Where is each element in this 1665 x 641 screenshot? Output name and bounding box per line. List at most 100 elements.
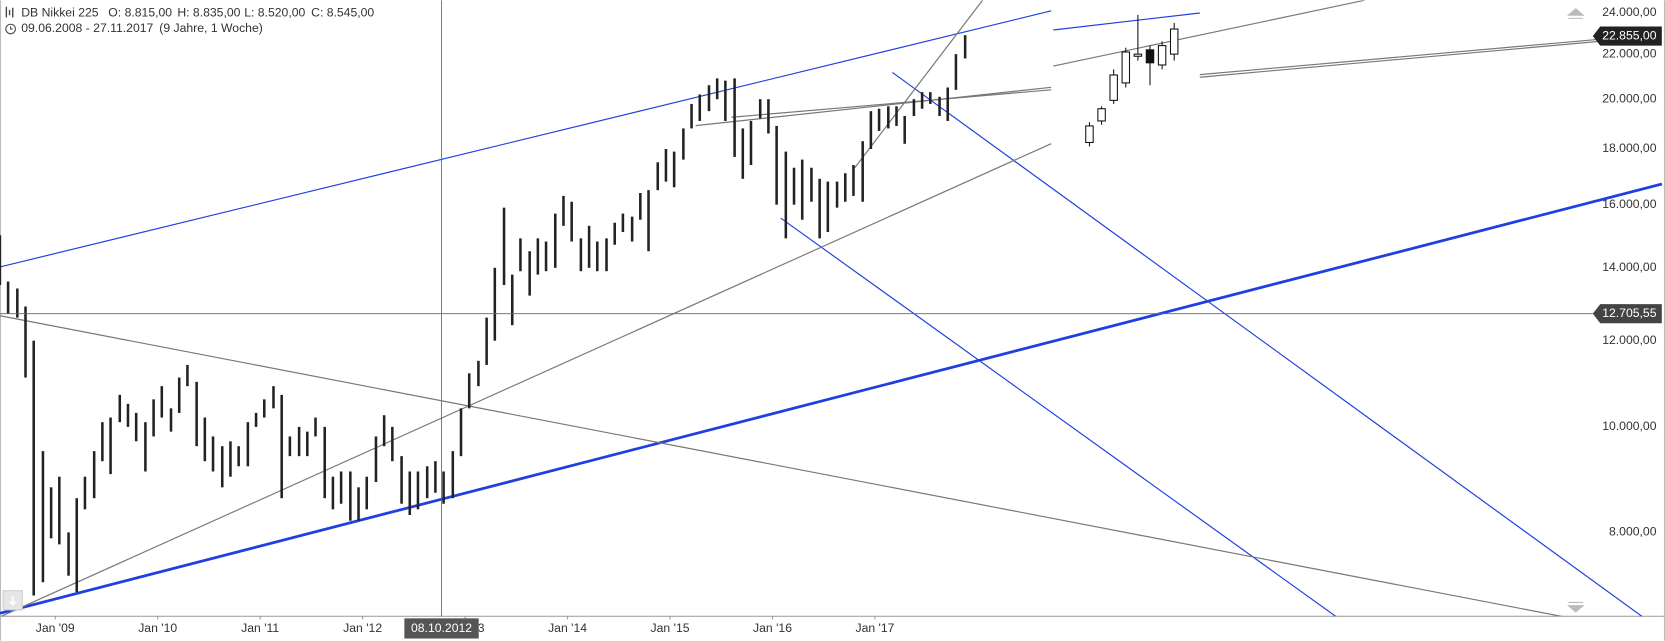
- price-bar: [75, 498, 79, 593]
- price-bar: [758, 99, 762, 119]
- price-bar: [169, 408, 173, 432]
- candle-body: [1169, 28, 1179, 55]
- trend-line: [1053, 12, 1200, 31]
- chart-icon: [5, 6, 14, 18]
- price-bar: [852, 165, 855, 196]
- price-bar: [416, 471, 420, 510]
- trend-line: [0, 182, 1663, 615]
- trend-line: [1199, 35, 1657, 78]
- price-bar: [32, 340, 35, 596]
- candle-body: [1121, 51, 1131, 84]
- x-tick-label: Jan '09: [36, 621, 75, 635]
- price-bar: [109, 417, 112, 475]
- trend-line: [1053, 0, 1365, 67]
- price-bar: [272, 386, 275, 409]
- price-bar: [126, 403, 130, 427]
- candle-body: [1109, 74, 1118, 101]
- price-bar: [749, 120, 753, 166]
- price-bar: [800, 159, 804, 220]
- price-bar: [477, 360, 480, 387]
- price-bar: [391, 426, 394, 462]
- price-bar: [237, 446, 240, 467]
- price-bar: [698, 94, 702, 121]
- price-bar: [400, 456, 403, 504]
- price-bar: [485, 317, 488, 365]
- price-bar: [903, 116, 906, 144]
- price-bar: [707, 85, 711, 112]
- x-tick-label: Jan '16: [753, 621, 792, 635]
- crosshair-y-label: 12.705,55: [1602, 306, 1657, 320]
- last-price-label: 22.855,00: [1602, 28, 1657, 42]
- price-bar: [314, 417, 317, 437]
- price-bar: [0, 235, 2, 286]
- price-bar: [682, 128, 685, 160]
- price-bar: [365, 476, 369, 510]
- price-bar: [954, 54, 958, 90]
- price-bar: [946, 87, 950, 121]
- price-bar: [963, 35, 967, 59]
- price-bar: [613, 222, 616, 245]
- price-bar: [177, 377, 181, 413]
- price-bar: [442, 471, 445, 504]
- crosshair-y-badge: [1592, 304, 1662, 324]
- price-bar: [246, 422, 250, 467]
- price-bar: [306, 431, 309, 457]
- price-bar: [929, 92, 932, 104]
- y-tick-label: 8.000,00: [1609, 525, 1657, 539]
- y-tick-label: 10.000,00: [1602, 419, 1657, 433]
- scroll-up[interactable]: [1566, 8, 1585, 19]
- price-bar: [323, 426, 326, 499]
- price-bar: [715, 78, 719, 100]
- price-bar: [134, 412, 138, 442]
- price-bar: [554, 213, 557, 268]
- price-bar: [434, 461, 437, 493]
- price-bar: [587, 225, 591, 268]
- price-bar: [24, 306, 27, 378]
- y-tick-label: 22.000,00: [1602, 46, 1657, 60]
- price-bar: [297, 426, 301, 457]
- price-bar: [861, 141, 864, 202]
- x-tick-label: Jan '12: [343, 621, 382, 635]
- price-bar: [229, 441, 232, 477]
- scroll-down[interactable]: [1566, 601, 1585, 613]
- y-tick-label: 16.000,00: [1602, 197, 1657, 211]
- y-tick-label: 14.000,00: [1602, 260, 1657, 274]
- period: (9 Jahre, 1 Woche): [159, 21, 263, 35]
- price-bar: [67, 532, 70, 576]
- zoom-icon: [8, 596, 17, 606]
- crosshair-x-badge: [404, 618, 479, 639]
- price-bar: [280, 394, 283, 499]
- price-bar: [536, 238, 540, 275]
- candle-body: [1085, 125, 1094, 144]
- price-bar: [630, 216, 634, 242]
- price-bar: [186, 364, 189, 387]
- price-bar: [92, 451, 96, 499]
- price-bar: [690, 103, 693, 129]
- price-bar: [826, 181, 830, 233]
- price-bar: [656, 162, 660, 191]
- price-bar: [101, 422, 104, 462]
- price-bar: [596, 241, 599, 272]
- price-bar: [6, 281, 10, 314]
- price-bar: [621, 213, 625, 233]
- candle-body: [1133, 53, 1143, 57]
- date-range: 09.06.2008 - 27.11.2017: [21, 21, 153, 35]
- price-bar: [938, 96, 941, 117]
- price-bar: [605, 238, 608, 272]
- price-bar: [775, 125, 778, 205]
- price-bar: [83, 476, 87, 510]
- price-bar: [741, 128, 745, 179]
- candle-body: [1145, 49, 1155, 64]
- price-bar: [544, 241, 548, 272]
- price-bar: [203, 417, 207, 462]
- y-tick-label: 20.000,00: [1602, 91, 1657, 105]
- price-bar: [382, 415, 386, 447]
- price-bar: [288, 436, 292, 457]
- price-bar: [349, 471, 352, 521]
- price-bar: [519, 238, 522, 272]
- trend-line: [892, 71, 1643, 617]
- price-bar: [41, 451, 45, 583]
- price-bar: [58, 476, 61, 545]
